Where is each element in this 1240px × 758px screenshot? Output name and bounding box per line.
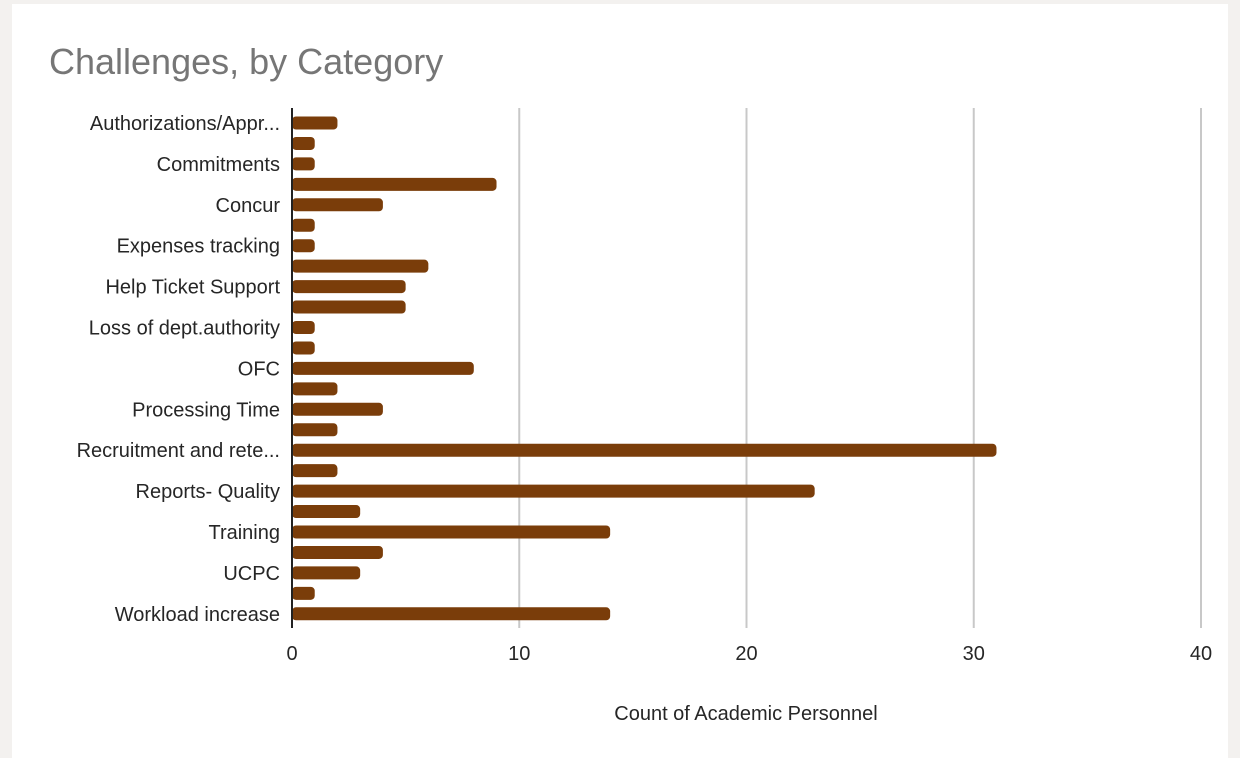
category-label: Training bbox=[208, 522, 280, 544]
x-tick-label: 30 bbox=[963, 643, 985, 665]
category-labels: Authorizations/Appr... Commitments Concur E… bbox=[77, 113, 281, 626]
category-label: Reports- Quality bbox=[136, 481, 281, 503]
bar bbox=[292, 361, 474, 375]
bar bbox=[292, 505, 361, 519]
x-tick-label: 0 bbox=[286, 643, 297, 665]
bar bbox=[292, 157, 315, 171]
category-label: Authorizations/Appr... bbox=[90, 113, 280, 135]
gridlines bbox=[518, 108, 1202, 628]
category-label: Concur bbox=[216, 195, 281, 217]
bar bbox=[292, 177, 497, 191]
bar bbox=[292, 545, 383, 559]
bar bbox=[292, 239, 315, 253]
category-label: OFC bbox=[238, 358, 280, 380]
x-tick-label: 20 bbox=[735, 643, 757, 665]
bar bbox=[292, 484, 815, 498]
bar bbox=[292, 423, 338, 437]
bar bbox=[292, 525, 611, 539]
bar bbox=[292, 198, 383, 212]
bar bbox=[292, 586, 315, 600]
chart-title: Challenges, by Category bbox=[49, 41, 443, 82]
bar bbox=[292, 443, 997, 457]
bar bbox=[292, 341, 315, 355]
bar bbox=[292, 116, 338, 130]
x-tick-label: 40 bbox=[1190, 643, 1212, 665]
bar bbox=[292, 300, 406, 314]
bar bbox=[292, 464, 338, 478]
bar bbox=[292, 321, 315, 334]
bar bbox=[292, 382, 338, 396]
bar bbox=[292, 566, 361, 580]
bar bbox=[292, 402, 383, 416]
x-tick-labels: 0 10 20 30 40 bbox=[286, 643, 1212, 665]
bar bbox=[292, 218, 315, 232]
category-label: Help Ticket Support bbox=[105, 277, 280, 299]
x-tick-label: 10 bbox=[508, 643, 530, 665]
category-label: Commitments bbox=[157, 154, 280, 176]
bar-chart: Challenges, by Category Authorizations/A… bbox=[49, 41, 1212, 725]
category-label: Processing Time bbox=[132, 399, 280, 421]
category-label: Expenses tracking bbox=[117, 236, 280, 258]
bar bbox=[292, 280, 406, 294]
category-label: Loss of dept.authority bbox=[89, 318, 280, 340]
bar bbox=[292, 607, 611, 621]
category-label: Workload increase bbox=[115, 604, 280, 626]
bar bbox=[292, 136, 315, 150]
category-label: Recruitment and rete... bbox=[77, 440, 280, 462]
bars bbox=[292, 116, 997, 621]
x-axis-title: Count of Academic Personnel bbox=[614, 703, 878, 725]
category-label: UCPC bbox=[223, 563, 280, 585]
bar bbox=[292, 259, 429, 273]
chart-card: Challenges, by Category Authorizations/A… bbox=[12, 4, 1228, 758]
